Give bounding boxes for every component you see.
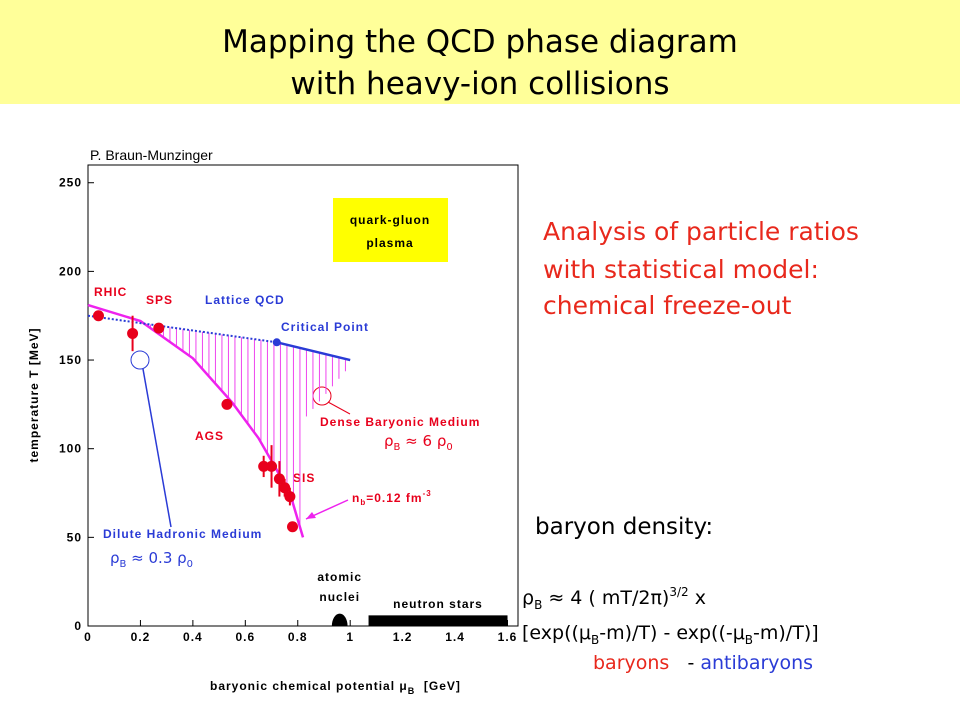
qgp-box [333,198,448,262]
rho-dense: ρB ≈ 6 ρ0 [384,432,453,453]
t: ρ [110,549,120,567]
data-point [127,327,139,339]
annotation: AGS [195,429,224,443]
t: -3 [423,489,432,498]
annotation: Lattice QCD [205,293,285,307]
t: x [689,587,706,609]
x-tick-label: 0 [84,630,92,644]
t: baryons [593,652,669,674]
x-tick-label: 1.4 [445,630,465,644]
data-point [284,491,296,503]
critical-point [272,338,281,347]
t: B [120,559,127,570]
t: ρ [522,587,534,609]
analysis-text: chemical freeze-out [543,291,792,320]
t: antibaryons [700,652,813,674]
t: baryonic chemical potential μ [210,679,408,693]
formula: baryons - antibaryons [593,652,813,674]
data-point [153,322,165,334]
y-tick-label: 100 [59,442,82,456]
curve [87,314,277,344]
t: -m)/T) - exp((-μ [599,622,745,644]
t: ρ [384,432,394,450]
credit: P. Braun-Munzinger [90,147,213,163]
t: B [534,598,542,612]
annotation: SIS [293,471,315,485]
rho-dilute: ρB ≈ 0.3 ρ0 [110,549,193,570]
t: B [591,633,599,647]
analysis-text: Analysis of particle ratios [543,217,859,246]
t: - [669,652,700,674]
y-axis-label: temperature T [MeV] [27,327,41,462]
qgp-label: quark-gluon [350,213,430,227]
data-point [92,310,104,322]
y-tick-label: 150 [59,353,82,367]
title-band [0,0,960,104]
t: B [745,633,753,647]
t: -m)/T)] [753,622,819,644]
region-label: atomic [317,570,362,584]
arrow [142,368,172,528]
plot: 0 0.2 0.4 0.6 0.8 1 1.2 1.4 1.6 0 50 100 150 200 250 at… [59,176,518,644]
formula: [exp((μB-m)/T) - exp((-μB-m)/T)] [522,622,819,647]
t: 0 [187,559,193,570]
x-axis-label: baryonic chemical potential μB [GeV] [210,679,461,696]
y-tick-label: 50 [67,530,82,544]
t: [GeV] [415,679,461,693]
t: b [360,498,366,507]
marker-circle [130,350,150,370]
y-tick-label: 0 [74,619,82,633]
data-point [258,460,270,472]
x-tick-label: 0.6 [235,630,255,644]
plot-frame [87,164,519,627]
title: with heavy-ion collisions [290,66,669,102]
region [331,613,348,626]
x-tick-label: 1.6 [498,630,518,644]
x-tick-label: 0.8 [288,630,308,644]
annotation: RHIC [94,285,127,299]
t: ≈ 0.3 ρ [126,549,186,567]
analysis-text: with statistical model: [543,255,819,284]
t: [exp((μ [522,622,591,644]
density-title: baryon density: [535,514,713,540]
x-tick-label: 1 [346,630,354,644]
title: Mapping the QCD phase diagram [222,24,738,60]
annotation: SPS [146,293,173,307]
t: ≈ 4 ( mT/2π) [542,587,669,609]
region [368,615,508,626]
t: B [394,442,401,453]
data-point [221,398,233,410]
annotation: Dense Baryonic Medium [320,415,480,429]
t: B [408,686,416,696]
annotation: Critical Point [281,320,369,334]
region-label: neutron stars [393,597,483,611]
x-tick-label: 0.2 [131,630,151,644]
y-tick-label: 200 [59,264,82,278]
x-tick-label: 0.4 [183,630,203,644]
t: ≈ 6 ρ [400,432,446,450]
data-point [279,482,291,494]
formula: ρB ≈ 4 ( mT/2π)3/2 x [522,585,706,612]
qgp-label: plasma [366,236,413,250]
data-point [287,521,299,533]
nb-label: nb=0.12 fm-3 [352,489,432,507]
arrow [327,401,351,415]
t: n [352,491,360,505]
t: 0 [446,442,452,453]
t: =0.12 fm [366,491,422,505]
curve [276,341,351,362]
y-tick-label: 250 [59,176,82,190]
data-point [273,473,285,485]
x-tick-label: 1.2 [393,630,413,644]
t: 3/2 [669,585,688,599]
annotation: Dilute Hadronic Medium [103,527,262,541]
region-label: nuclei [319,590,360,604]
data-point [266,460,278,472]
arrow-head [306,512,316,519]
